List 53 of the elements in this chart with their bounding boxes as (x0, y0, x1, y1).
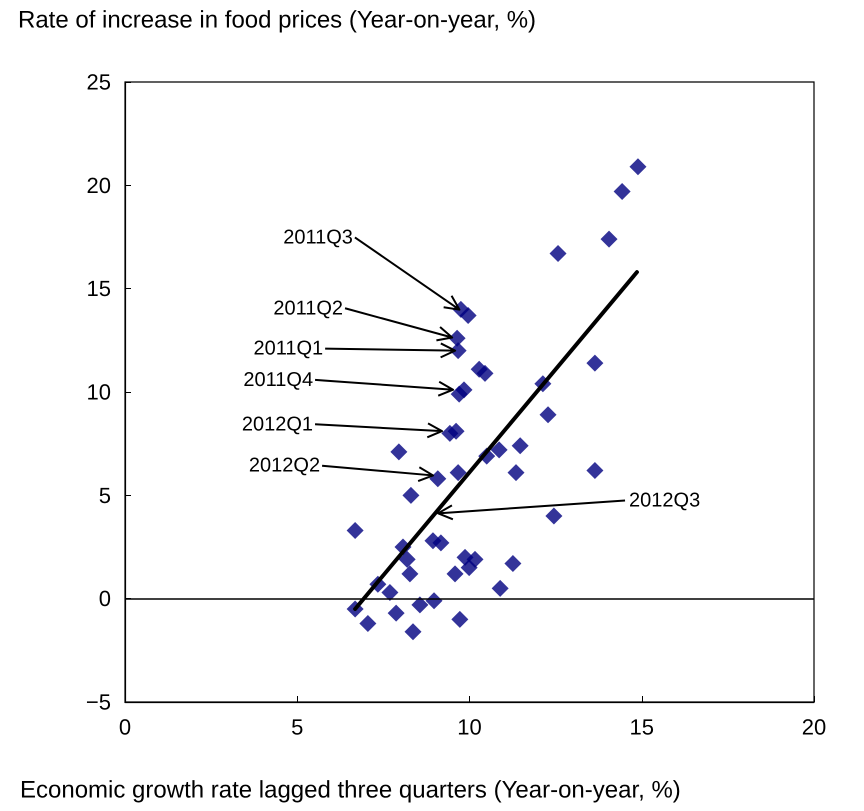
point (429, 470, 446, 488)
point (455, 381, 472, 398)
annotation: 2011Q3 (283, 226, 353, 248)
point (512, 437, 529, 454)
point (432, 534, 450, 552)
annotation: 2012Q2 (248, 454, 320, 477)
annotation: 2011Q4 (243, 368, 314, 391)
point (586, 462, 604, 480)
point (629, 158, 646, 176)
point (448, 422, 465, 440)
point (550, 245, 567, 262)
point (401, 565, 418, 582)
y-tick-label: 25 (86, 70, 111, 94)
x-tick-label: 5 (291, 714, 304, 740)
annotation: 2012Q1 (242, 413, 314, 436)
point (614, 183, 631, 200)
point (404, 623, 422, 640)
y-tick-label: 0 (98, 586, 111, 612)
y-tick-label: 20 (86, 172, 111, 198)
point (402, 486, 420, 504)
annotation: 2012Q3 (629, 490, 700, 512)
annotation: 2011Q2 (273, 297, 344, 320)
x-axis-title: Economic growth rate lagged three quarters (Year-on-year, %) (20, 776, 681, 804)
point (381, 584, 398, 601)
x-tick-label: 10 (457, 714, 482, 740)
y-tick-label: −5 (86, 690, 111, 714)
annotation: 2011Q1 (253, 338, 324, 360)
point (490, 441, 508, 458)
point (460, 559, 478, 576)
point (411, 596, 428, 614)
point (359, 614, 376, 632)
point (398, 550, 416, 568)
y-tick-label: 15 (86, 276, 111, 302)
point (388, 604, 405, 622)
point (451, 610, 468, 628)
point (508, 464, 525, 482)
point (390, 443, 408, 460)
point (446, 565, 464, 582)
point (450, 464, 467, 482)
point (600, 230, 618, 248)
x-tick-label: 20 (802, 714, 826, 740)
point (346, 522, 364, 539)
y-axis-title: Rate of increase in food prices (Year-on-year, %) (18, 6, 536, 34)
y-tick-label: 10 (86, 380, 111, 404)
point (504, 555, 522, 572)
point (540, 406, 557, 424)
y-tick-label: 5 (98, 482, 111, 508)
point (492, 580, 509, 597)
x-tick-label: 15 (630, 714, 654, 740)
x-tick-label: 0 (118, 714, 132, 740)
point (470, 360, 488, 378)
point (586, 354, 604, 372)
point (545, 508, 562, 524)
